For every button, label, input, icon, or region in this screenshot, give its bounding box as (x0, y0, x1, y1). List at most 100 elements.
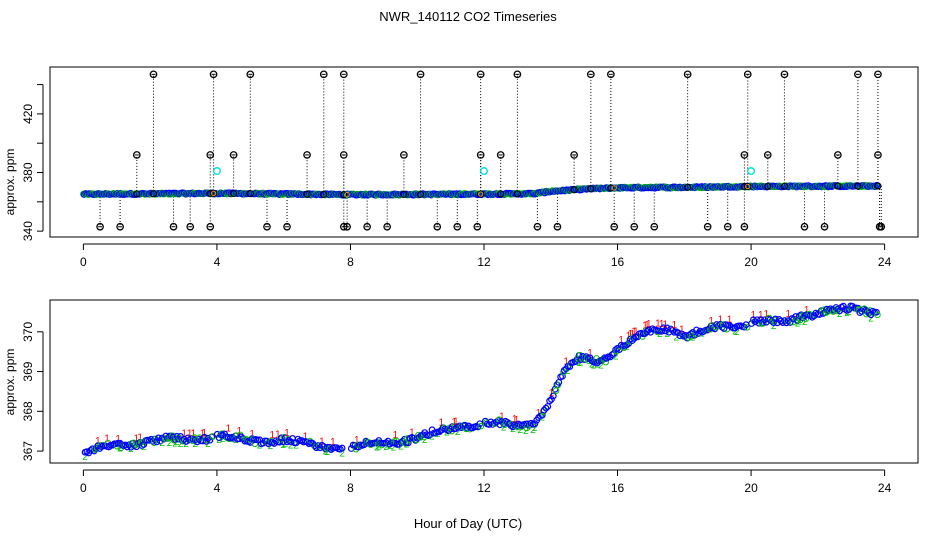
flag-base-point (854, 182, 862, 190)
mid-flag-point (496, 151, 505, 159)
red-flag-label: 1 (237, 426, 243, 437)
red-flag-label: 1 (275, 430, 281, 441)
red-flag-label: 1 (303, 432, 309, 443)
upper-flag-point (743, 70, 752, 79)
trend-point-blue (474, 423, 482, 431)
red-flag-label: 1 (708, 316, 714, 327)
green-flag-label: 2 (523, 426, 529, 437)
trend-point-green (585, 357, 593, 365)
lower-flag-point (875, 222, 884, 231)
panel-1-axes: 0 4 8 12 16 20 24 340 380 420 (21, 84, 892, 269)
panel-2-ylabel: approx. ppm (3, 349, 17, 416)
green-flag-label: 2 (178, 439, 184, 450)
red-flag-label: 1 (270, 430, 276, 441)
green-flag-label: 2 (205, 439, 211, 450)
lower-flag-point (723, 222, 732, 231)
trend-point-blue (755, 319, 763, 327)
red-flag-label: 1 (563, 356, 569, 367)
green-flag-label: 2 (429, 432, 435, 443)
mid-flag-point (834, 151, 842, 159)
flag-base-point (607, 184, 615, 192)
y-tick-label: 370 (21, 321, 35, 341)
x-tick-label: 12 (477, 481, 491, 495)
green-flag-label: 2 (268, 441, 274, 452)
red-flag-label: 1 (644, 320, 650, 331)
red-flag-label: 1 (672, 320, 678, 331)
orange-point (344, 191, 350, 198)
x-tick-label: 16 (611, 255, 625, 269)
trend-point-blue (559, 372, 566, 380)
trend-point-blue (603, 354, 610, 362)
green-flag-label: 2 (383, 442, 389, 453)
lower-flag-point (703, 222, 712, 231)
mid-flag-point (763, 151, 772, 159)
x-tick-label: 16 (611, 481, 625, 495)
green-flag-label: 2 (576, 358, 582, 369)
trend-point-green (326, 445, 334, 452)
trend-point-blue (772, 315, 779, 323)
trend-point-green (743, 324, 751, 331)
cyan-point (212, 167, 221, 176)
red-flag-label: 1 (115, 434, 121, 445)
green-flag-label: 2 (532, 423, 538, 434)
red-flag-label: 1 (718, 315, 724, 326)
trend-point-blue (338, 444, 346, 452)
cyan-point (747, 167, 756, 176)
x-tick-label: 24 (878, 481, 892, 495)
red-flag-label: 1 (451, 417, 457, 428)
x-tick-label: 24 (878, 255, 892, 269)
trend-point-blue (751, 318, 759, 326)
green-flag-label: 2 (732, 326, 738, 337)
mid-flag-point (400, 151, 408, 159)
trend-point-blue (548, 396, 555, 403)
flag-base-point (246, 190, 254, 198)
green-flag-label: 2 (128, 444, 134, 455)
flag-base-point (740, 183, 748, 191)
y-tick-label: 380 (21, 162, 35, 182)
flag-base-point (400, 190, 408, 198)
flag-base-point (303, 190, 311, 198)
flag-base-point (587, 185, 595, 193)
red-flag-label: 1 (191, 428, 197, 439)
green-flag-label: 2 (233, 435, 239, 446)
y-tick-label: 368 (21, 401, 35, 421)
trend-point-blue (643, 328, 651, 335)
trend-point-blue (294, 435, 302, 443)
trend-point-blue (105, 443, 113, 451)
upper-flag-point (513, 70, 522, 79)
trend-point-blue (669, 326, 677, 334)
green-flag-label: 2 (325, 447, 331, 458)
red-flag-label: 1 (134, 434, 140, 445)
trend-point-blue (540, 406, 548, 414)
trend-point-blue (806, 312, 814, 319)
trend-point-blue (182, 438, 190, 445)
red-flag-label: 1 (284, 428, 290, 439)
mid-flag-point (303, 151, 311, 159)
flag-base-point (320, 190, 328, 198)
green-flag-label: 2 (591, 360, 597, 371)
trend-point-blue (834, 305, 842, 313)
cyan-point (480, 167, 489, 176)
mid-flag-point (229, 151, 238, 159)
upper-flag-point (319, 70, 328, 79)
y-tick-label: 367 (21, 441, 35, 461)
upper-flag-point (780, 70, 789, 79)
lower-flag-point (553, 222, 562, 231)
green-flag-label: 2 (868, 313, 874, 324)
lower-flag-point (610, 222, 619, 231)
red-flag-label: 1 (642, 321, 648, 332)
upper-flag-point (416, 70, 425, 79)
trend-point-blue (546, 397, 554, 405)
mid-flag-point (132, 151, 141, 159)
x-tick-label: 8 (347, 255, 354, 269)
red-flag-label: 1 (438, 417, 444, 428)
green-flag-label: 2 (281, 440, 287, 451)
green-flag-label: 2 (398, 441, 404, 452)
trend-point-blue (693, 326, 700, 334)
trend-point-blue (560, 366, 568, 374)
trend-point-green (602, 358, 609, 366)
flag-base-point (149, 190, 157, 198)
x-tick-label: 8 (347, 481, 354, 495)
